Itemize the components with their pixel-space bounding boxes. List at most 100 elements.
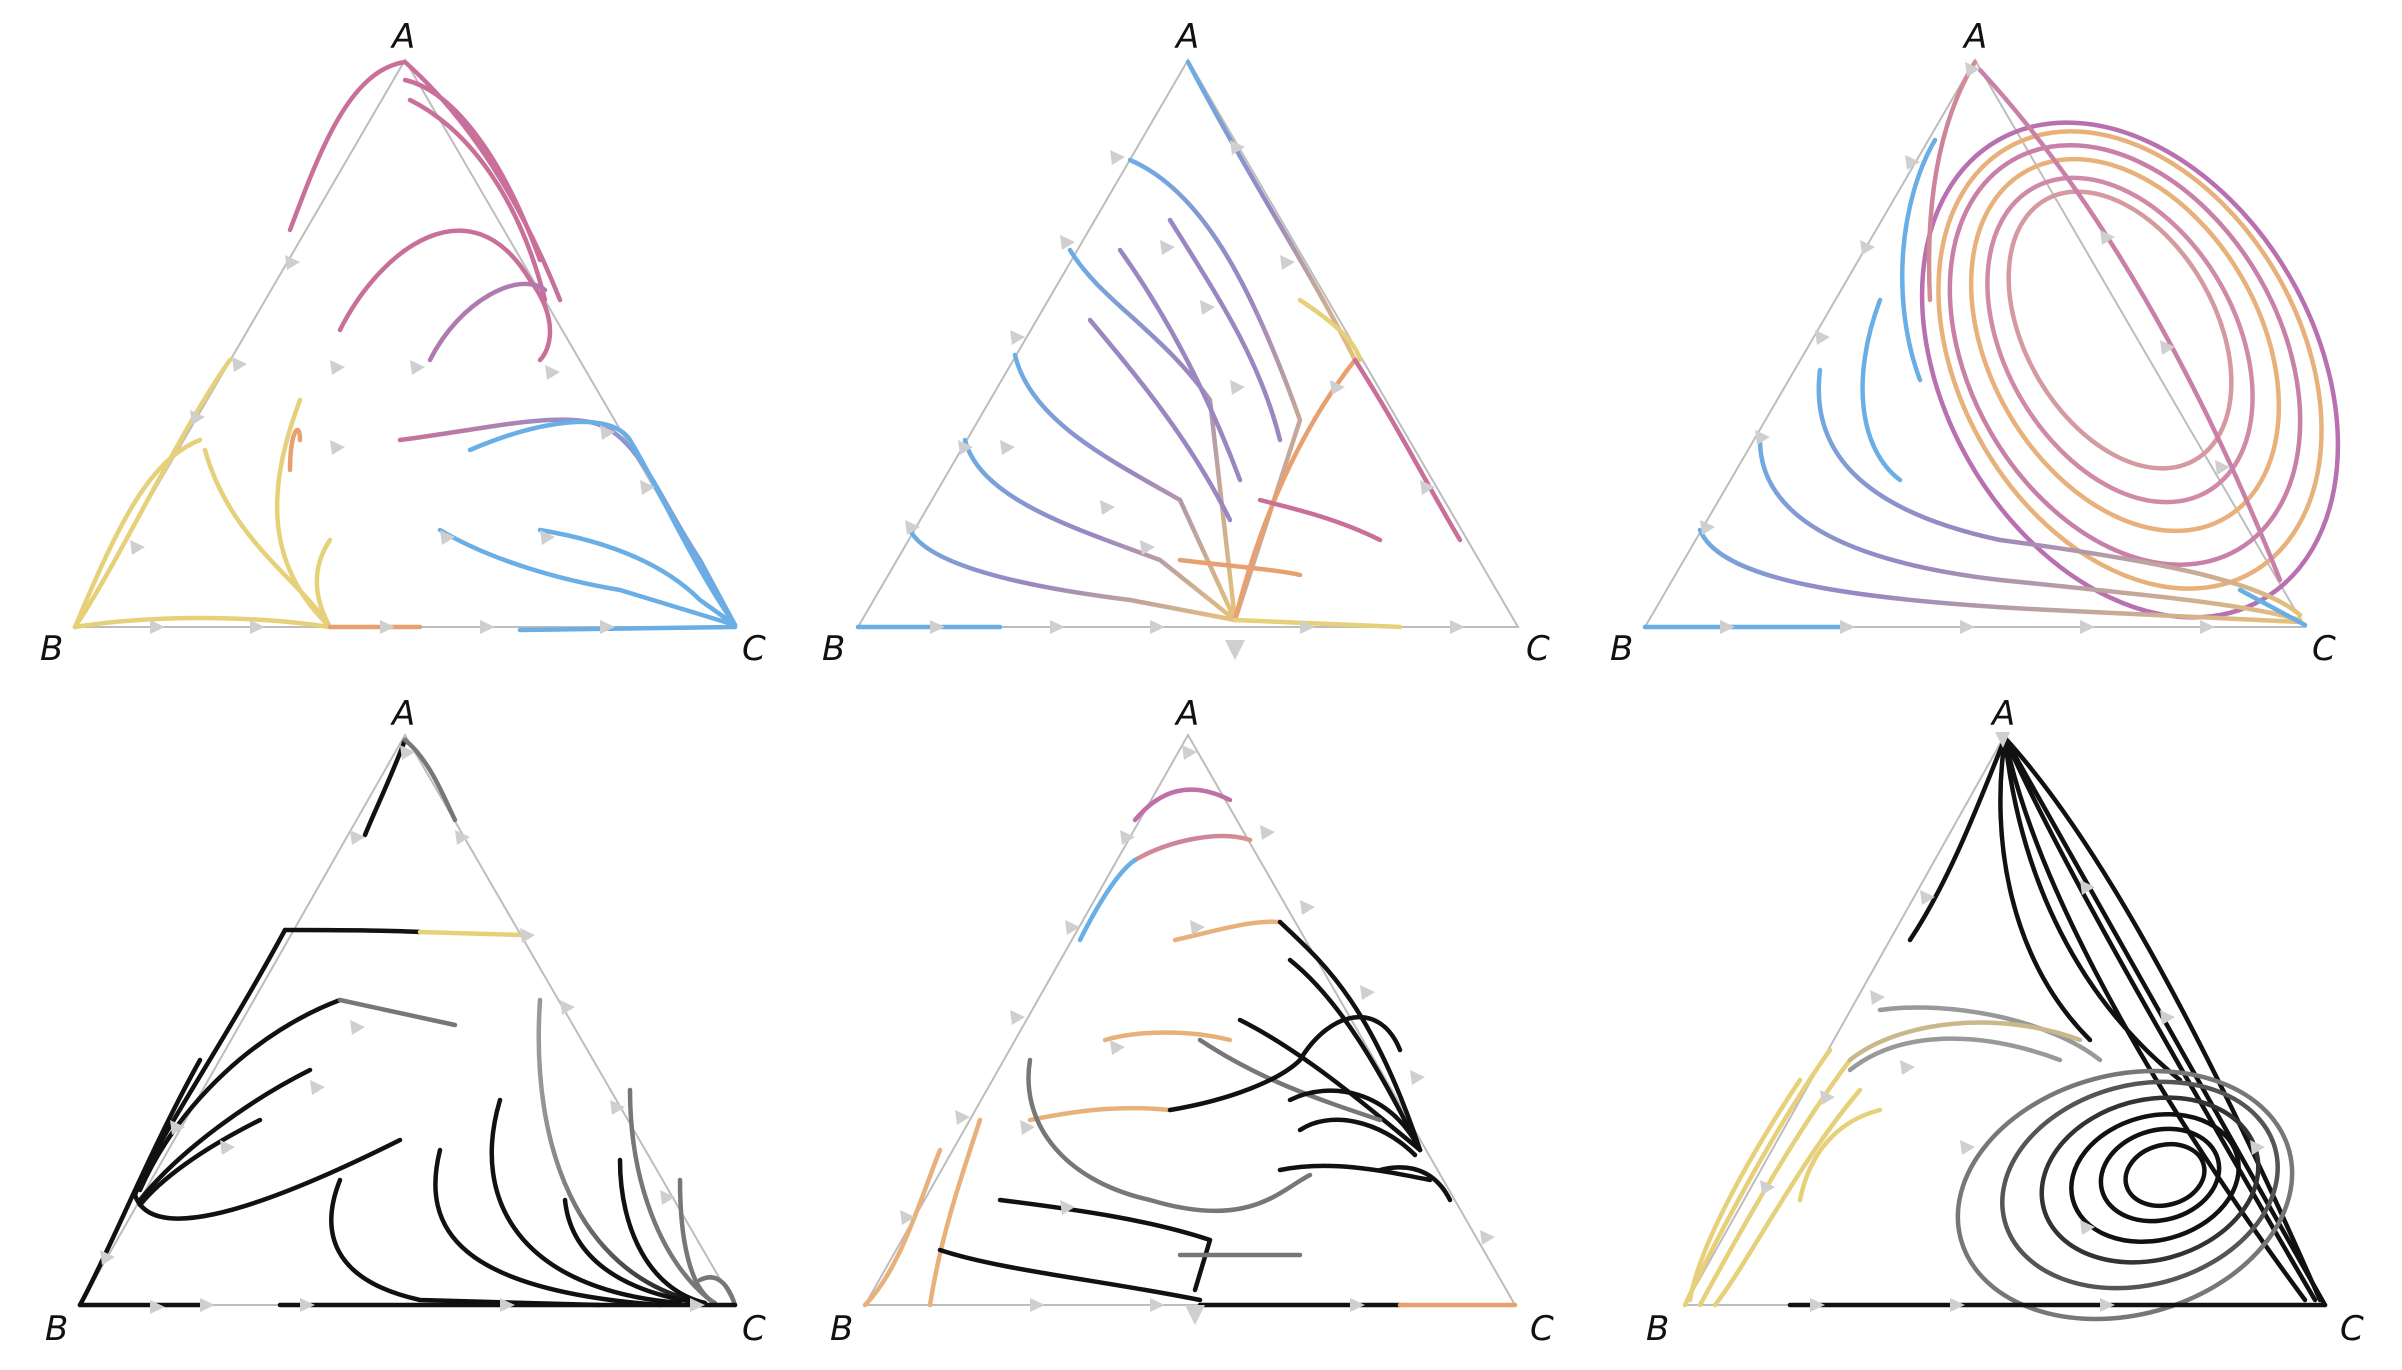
arrow-marker [150,620,165,634]
vertex-label-top: A [1174,694,1199,734]
vertex-label-left: B [45,1309,68,1349]
trajectory-curve [1277,1163,1433,1183]
arrow-marker [350,830,365,845]
trajectory-curve [677,1177,718,1306]
vertex-label-top: A [1962,17,1987,57]
spiral-attractor [1955,1068,2295,1322]
arrow-marker [600,425,615,440]
arrow-marker [1140,540,1155,555]
arrow-marker [1720,620,1735,634]
trajectory-curve [617,1157,708,1306]
vertex-label-right: C [742,1309,766,1349]
trajectory-curve [907,527,1238,623]
arrow-marker [1160,240,1175,255]
arrow-markers [100,745,705,1314]
orbit-curve [2123,1141,2207,1209]
arrow-marker [2160,340,2175,355]
arrow-marker [1110,1040,1125,1055]
vertex-label-right: C [2340,1309,2364,1349]
arrow-marker [1960,620,1975,634]
orbit-curve [2098,1126,2222,1224]
trajectory-curve [927,1117,983,1308]
trajectory-curve [2002,735,2308,1303]
trajectory-curve [1287,1088,1423,1153]
vertex-label-right: C [1526,629,1550,669]
arrow-marker [250,620,265,634]
arrow-marker [610,1100,625,1115]
arrow-marker [560,1000,575,1015]
vertex-label-top: A [1174,17,1199,57]
trajectory-group [72,59,738,633]
arrow-marker [2160,1010,2175,1025]
trajectory-curve [433,1147,663,1308]
trajectory-curve [1117,247,1243,483]
arrow-marker [200,1298,215,1312]
trajectory-curve [2002,735,2318,1303]
vertex-label-right: C [742,629,766,669]
trajectory-curve [1926,59,1978,303]
vertex-label-right: C [2312,629,2336,669]
trajectory-curve [202,447,333,630]
trajectory-curve [402,59,563,303]
trajectory-curve [627,1087,713,1303]
trajectory-curve [1077,857,1138,943]
trajectory-curve [402,737,458,823]
arrow-marker [310,1080,325,1095]
trajectory-curve [1977,67,2283,583]
trajectory-curve [1682,1047,1833,1308]
trajectory-curve [1697,527,2303,625]
trajectory-curve [1816,367,2303,618]
arrow-marker [545,365,560,380]
arrow-marker [1185,1305,1205,1325]
trajectory-curve [1287,957,1423,1153]
arrow-marker [2080,620,2095,634]
trajectory-curve [517,624,738,633]
trajectory-curve [1167,217,1283,443]
arrow-marker [500,1298,515,1312]
trajectory-curve [1907,735,2008,943]
trajectory-curve [1127,157,1303,623]
trajectory-group [1682,735,2328,1322]
arrow-marker [380,620,395,634]
arrow-marker [1480,1230,1495,1245]
orbit-curve [1919,120,2341,620]
trajectory-curve [1377,1165,1453,1203]
arrow-marker [285,255,300,270]
arrow-marker [1110,150,1125,165]
arrow-marker [1225,640,1245,660]
arrow-marker [1900,1060,1915,1075]
arrow-marker [1870,990,1885,1005]
arrow-marker [1410,1070,1425,1085]
vertex-label-left: B [1646,1309,1669,1349]
arrow-marker [905,520,920,535]
orbit-curve [1947,143,2303,567]
orbit-curve [2000,1079,2280,1291]
trajectory-curve [137,1067,313,1203]
arrow-marker [440,530,455,545]
trajectory-curve [1237,1017,1423,1153]
trajectory-curve [937,1247,1203,1303]
arrow-marker [100,1250,115,1265]
arrow-marker [1755,430,1770,445]
arrow-marker [300,1298,315,1312]
arrow-markers [130,255,655,634]
trajectory-curve [417,929,523,938]
trajectory-curve [697,1275,738,1308]
arrow-markers [1760,732,2265,1312]
orbit-curve [2006,189,2234,471]
trajectory-curve [1132,833,1253,863]
arrow-marker [900,1210,915,1225]
trajectory-curve [1027,1105,1173,1123]
triangle-outline [73,58,737,628]
orbit-curve [1955,1068,2295,1322]
arrow-marker [1060,1200,1075,1215]
arrow-marker [455,830,470,845]
arrow-marker [2080,1220,2095,1235]
panel-bottom-left: A B C [45,694,766,1349]
trajectory-curve [77,1057,203,1308]
arrow-marker [330,360,345,375]
trajectory-curve [1687,1077,1803,1303]
trajectory-curve [1297,297,1363,363]
trajectory-curve [1232,617,1403,630]
arrow-marker [1810,1298,1825,1312]
